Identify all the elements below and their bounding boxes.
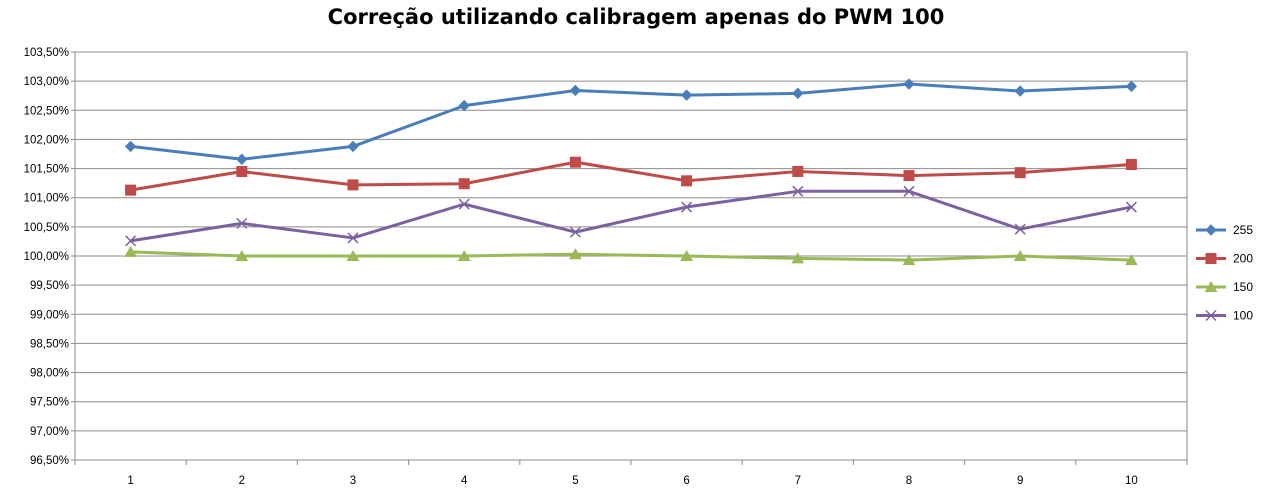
data-point <box>1125 158 1137 170</box>
y-tick-label: 103,00% <box>24 76 69 88</box>
legend-item-150: 150 <box>1196 280 1253 294</box>
data-point <box>347 179 359 191</box>
legend-label: 150 <box>1233 280 1253 294</box>
data-point <box>792 185 804 197</box>
data-point <box>569 156 581 168</box>
legend-marker <box>1205 224 1217 236</box>
series-group <box>124 78 1138 266</box>
series-200 <box>125 156 1137 196</box>
series-255 <box>124 78 1138 165</box>
data-point <box>792 165 804 177</box>
data-point <box>125 184 137 196</box>
data-point <box>1013 250 1027 261</box>
data-point <box>569 226 581 238</box>
legend-marker <box>1205 253 1217 264</box>
data-point <box>1014 85 1026 97</box>
chart-title: Correção utilizando calibragem apenas do… <box>328 5 945 29</box>
data-point <box>680 250 693 261</box>
data-point <box>347 232 359 244</box>
data-point <box>458 178 470 190</box>
legend-marker <box>1204 281 1218 292</box>
series-line <box>130 250 1132 262</box>
data-point <box>1125 80 1138 93</box>
y-tick-label: 99,50% <box>30 280 69 292</box>
x-tick-label: 1 <box>127 475 133 487</box>
legend-item-100: 100 <box>1196 309 1253 323</box>
x-tick-label: 2 <box>239 475 245 487</box>
data-point <box>1014 223 1026 235</box>
data-point <box>791 252 805 264</box>
legend-label: 255 <box>1233 223 1253 237</box>
data-point <box>681 175 693 187</box>
data-point <box>458 198 470 210</box>
data-point <box>680 89 693 101</box>
x-tick-label: 9 <box>1017 475 1023 487</box>
y-tick-label: 98,50% <box>30 338 69 350</box>
data-point <box>1125 201 1137 213</box>
data-point <box>125 235 137 247</box>
y-tick-label: 97,00% <box>30 426 69 438</box>
data-point <box>902 254 916 266</box>
y-tick-label: 102,50% <box>24 105 69 117</box>
y-tick-label: 103,50% <box>24 47 69 59</box>
series-100 <box>125 185 1137 247</box>
data-point <box>346 250 360 261</box>
data-point <box>903 185 915 197</box>
data-point <box>903 78 915 90</box>
data-point <box>569 84 582 97</box>
data-point <box>792 87 804 100</box>
x-tick-label: 5 <box>572 475 578 487</box>
legend: 255 200 150 100 <box>1196 223 1253 323</box>
y-tick-label: 97,50% <box>30 397 69 409</box>
data-point <box>1125 254 1138 266</box>
series-line <box>130 189 1132 243</box>
legend-label: 200 <box>1233 252 1253 266</box>
data-point <box>569 248 582 260</box>
x-tick-label: 3 <box>350 475 356 487</box>
legend-label: 100 <box>1233 309 1253 323</box>
y-axis: 96,50% 97,00% 97,50% 98,00% 98,50% 99,00% 99,5… <box>24 47 76 467</box>
data-point <box>1014 167 1026 179</box>
series-150 <box>124 245 1138 266</box>
series-line <box>130 160 1132 192</box>
series-line <box>130 82 1132 161</box>
x-tick-label: 7 <box>795 475 801 487</box>
y-tick-label: 102,00% <box>24 134 69 146</box>
data-point <box>903 170 915 182</box>
data-point <box>681 201 693 213</box>
data-point <box>458 99 470 112</box>
data-point <box>347 140 359 153</box>
x-axis: 1 2 3 4 5 6 7 8 9 10 <box>74 459 1188 487</box>
legend-item-255: 255 <box>1196 223 1253 237</box>
y-tick-label: 100,50% <box>24 222 69 234</box>
x-tick-label: 4 <box>461 475 468 487</box>
y-tick-label: 96,50% <box>30 455 69 467</box>
data-point <box>124 245 137 257</box>
data-point <box>457 250 471 261</box>
gridlines <box>75 51 1188 461</box>
x-tick-label: 6 <box>683 475 689 487</box>
data-point <box>236 153 248 165</box>
y-tick-label: 100,00% <box>24 251 69 263</box>
legend-item-200: 200 <box>1196 252 1253 266</box>
y-tick-label: 101,50% <box>24 164 69 176</box>
data-point <box>236 217 248 229</box>
x-tick-label: 8 <box>906 475 912 487</box>
legend-marker <box>1205 309 1217 322</box>
x-tick-label: 10 <box>1125 475 1138 487</box>
data-point <box>235 250 249 261</box>
y-tick-label: 99,00% <box>30 309 69 321</box>
data-point <box>124 140 137 153</box>
data-point <box>236 165 248 177</box>
y-tick-label: 98,00% <box>30 368 69 380</box>
y-tick-label: 101,00% <box>24 193 69 205</box>
